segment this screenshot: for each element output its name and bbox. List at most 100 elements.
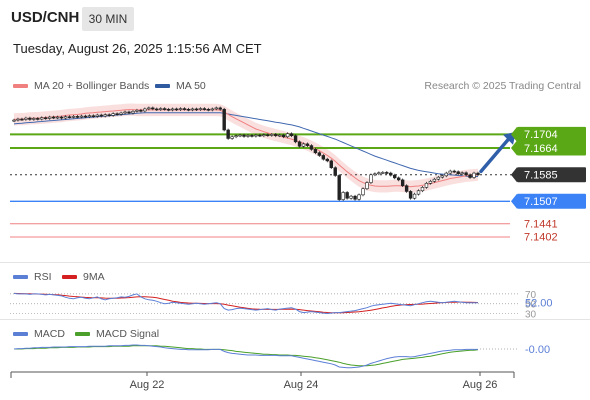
candle [313,149,318,154]
candle [174,108,179,111]
legend-rsi: RSI [13,271,52,283]
candle [432,178,437,182]
x-tick-label-2: Aug 26 [463,379,498,391]
legend-ma20-label: MA 20 + Bollinger Bands [34,80,150,92]
candle [389,172,393,176]
candle [103,114,107,117]
candle [369,174,373,183]
candle [163,108,167,110]
candle [456,171,460,175]
candle [51,116,56,119]
level-label-3: 7.1507 [524,196,558,208]
candle [361,188,365,196]
candle [468,174,472,178]
forecast-arrow-shaft [479,138,510,174]
x-tick-label-1: Aug 24 [284,379,319,391]
candle [226,129,230,139]
candle [166,108,171,111]
candle [127,111,131,114]
legend-rsi-ma-label: 9MA [83,271,105,283]
candle [357,194,361,200]
ma20-swatch [13,84,28,88]
macd-swatch [13,332,28,336]
legend-macd-signal: MACD Signal [75,328,159,340]
candle [230,136,234,139]
rsi-ma-line [13,292,479,314]
candle [321,155,326,160]
candle [63,116,68,119]
candle [143,108,147,112]
candle [210,108,214,111]
candle [206,108,211,111]
candle [222,108,226,131]
candle [309,145,314,150]
candle [464,172,468,176]
candle [349,195,353,199]
level-label-pointer-2 [511,167,517,183]
candle [214,107,218,110]
macd-line [13,344,478,369]
candle [83,115,88,118]
candle [32,118,36,120]
candle [353,195,357,200]
candle [131,111,135,114]
candle [448,170,452,174]
legend-rsi-ma: 9MA [62,271,105,283]
candle [444,172,448,177]
candle [238,134,242,137]
ma50-swatch [155,84,170,88]
candle [424,182,429,188]
rsi-level-label-0: 70 [525,290,537,301]
legend-macd: MACD [13,328,65,340]
candle [75,116,80,118]
ma20-line [13,109,479,188]
timeframe-badge[interactable]: 30 MIN [82,7,134,31]
candle [278,134,282,137]
candle [301,143,306,147]
candle [91,115,96,118]
candle [59,116,64,119]
candle [202,108,207,110]
level-label-bg-0 [517,126,586,142]
symbol-title: USD/CNH [11,9,80,26]
candle [293,135,298,143]
chart-datetime: Tuesday, August 26, 2025 1:15:56 AM CET [13,41,262,56]
rsi-swatch [13,275,28,279]
candle [420,187,425,192]
candle [476,172,480,176]
candle [234,135,238,138]
candle [345,192,349,199]
candle [47,116,52,119]
candle [36,118,40,120]
ma50-line [13,112,478,177]
candle [95,114,99,117]
candle [381,172,385,174]
candle [377,172,381,175]
macd-signal-swatch [75,332,90,336]
candle [436,176,441,180]
panel-divider-rsi [0,262,590,263]
legend-macd-signal-label: MACD Signal [96,328,160,340]
candle [285,133,290,138]
candle [416,190,421,195]
candle [254,134,258,137]
candle [170,108,175,111]
level-label-5: 7.1402 [524,232,558,244]
copyright-notice: Research © 2025 Trading Central [424,80,581,92]
candle [250,135,254,137]
level-label-pointer-3 [511,193,517,209]
candle [281,134,286,138]
candle [67,116,72,119]
candle [262,134,266,137]
candle [297,141,302,147]
candle [396,177,401,181]
candle [341,192,345,200]
macd-signal-line [14,345,479,367]
x-tick-label-0: Aug 22 [130,379,165,391]
candle [24,117,28,120]
candle [408,191,413,199]
candle [258,134,262,137]
level-label-bg-1 [517,140,586,156]
rsi-line [13,292,478,315]
